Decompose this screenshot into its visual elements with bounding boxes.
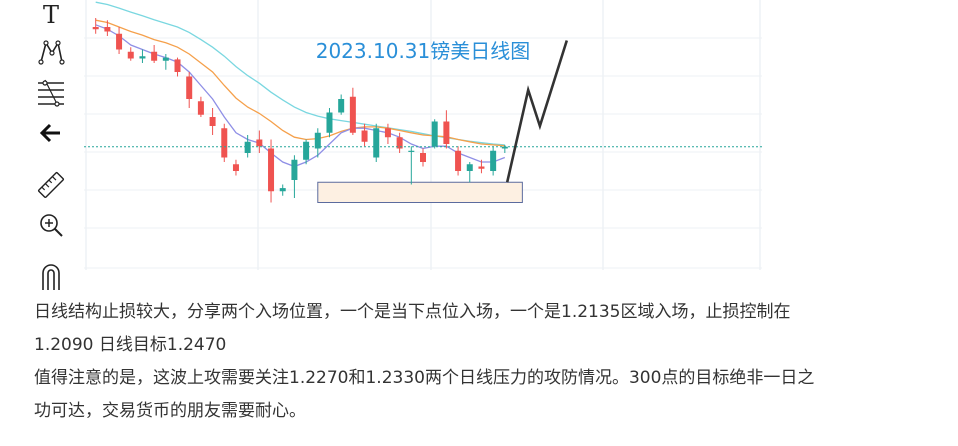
pattern-icon bbox=[38, 40, 65, 65]
candle-body bbox=[455, 150, 462, 171]
back-tool[interactable] bbox=[32, 118, 70, 148]
arrow-left-icon bbox=[39, 123, 60, 143]
candle-body bbox=[431, 121, 438, 147]
candle-body bbox=[127, 51, 134, 59]
commentary-line: 1.2090 日线目标1.2470 bbox=[34, 335, 227, 355]
candle-body bbox=[186, 76, 193, 99]
candle-body bbox=[256, 139, 263, 147]
candle-body bbox=[466, 164, 473, 171]
candle-body bbox=[197, 101, 204, 115]
candle-body bbox=[349, 96, 356, 133]
candle-body bbox=[268, 148, 275, 192]
projection bbox=[505, 40, 569, 183]
candlestick-chart[interactable]: 2023.10.31镑美日线图 bbox=[0, 0, 958, 290]
candle-body bbox=[490, 150, 497, 171]
fib-retracement-icon bbox=[38, 79, 64, 107]
candle-body bbox=[92, 27, 99, 30]
candle-body bbox=[221, 128, 228, 158]
candle-body bbox=[303, 141, 310, 160]
ruler-tool[interactable] bbox=[32, 170, 70, 200]
candle-body bbox=[420, 153, 426, 162]
projection-line bbox=[505, 40, 569, 183]
candle-body bbox=[408, 150, 415, 152]
candle-body bbox=[396, 137, 403, 149]
candle-body bbox=[232, 164, 239, 171]
candle-body bbox=[443, 121, 450, 144]
commentary: 日线结构止损较大，分享两个入场位置，一个是当下点位入场，一个是1.2135区域入… bbox=[34, 296, 946, 428]
support-zone bbox=[317, 181, 523, 203]
magnet-tool[interactable] bbox=[32, 262, 70, 290]
zoom-tool[interactable] bbox=[32, 210, 70, 240]
magnet-icon bbox=[42, 264, 60, 290]
candle-body bbox=[116, 33, 123, 50]
zoom-in-icon bbox=[40, 214, 63, 237]
pattern-tool[interactable] bbox=[32, 37, 70, 67]
drawing-toolbar: T bbox=[0, 0, 84, 290]
candle-body bbox=[384, 128, 391, 138]
support-zone-box bbox=[317, 181, 523, 203]
text-icon: T bbox=[42, 1, 59, 29]
candle-body bbox=[174, 59, 181, 72]
candle-body bbox=[244, 141, 251, 153]
ruler-icon bbox=[37, 171, 65, 199]
candle-body bbox=[209, 117, 216, 126]
candle-body bbox=[279, 188, 286, 192]
candle-body bbox=[151, 51, 158, 61]
candle-body bbox=[291, 159, 298, 180]
candle-body bbox=[104, 27, 111, 32]
candle-body bbox=[373, 128, 380, 158]
commentary-line: 日线结构止损较大，分享两个入场位置，一个是当下点位入场，一个是1.2135区域入… bbox=[34, 302, 791, 322]
candles bbox=[92, 18, 508, 203]
candle-body bbox=[361, 130, 368, 142]
chart-title: 2023.10.31镑美日线图 bbox=[316, 39, 531, 63]
candle-body bbox=[162, 57, 169, 61]
candle-body bbox=[139, 56, 146, 59]
commentary-line: 功可达，交易货币的朋友需要耐心。 bbox=[34, 401, 306, 421]
candle-body bbox=[501, 146, 508, 149]
text-tool[interactable]: T bbox=[32, 0, 70, 30]
candle-body bbox=[338, 99, 345, 113]
chart-area[interactable]: 2023.10.31镑美日线图 T bbox=[0, 0, 958, 290]
fib-tool[interactable] bbox=[32, 77, 70, 107]
candle-body bbox=[314, 132, 321, 149]
candle-body bbox=[326, 112, 333, 133]
candle-body bbox=[478, 166, 485, 169]
commentary-line: 值得注意的是，这波上攻需要关注1.2270和1.2330两个日线压力的攻防情况。… bbox=[34, 368, 815, 388]
